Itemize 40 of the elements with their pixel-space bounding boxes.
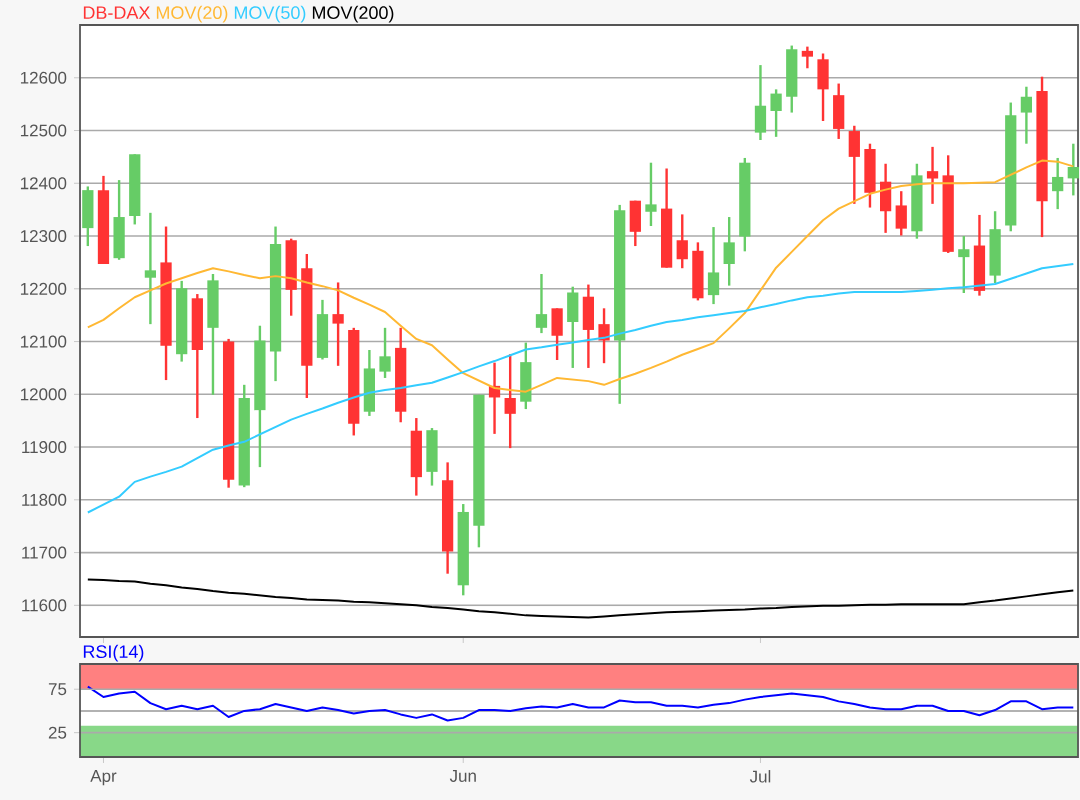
candlestick [1067, 142, 1079, 197]
candlestick [707, 225, 720, 306]
x-tick-label: Jun [449, 770, 476, 782]
y-tick-label: 12100 [20, 335, 67, 348]
y-tick-label: 11800 [22, 493, 67, 506]
candlestick [676, 213, 688, 270]
y-tick-label: 12500 [20, 124, 67, 137]
candlestick [1020, 85, 1033, 145]
candlestick [1052, 156, 1064, 211]
y-tick-label: 12400 [20, 177, 67, 190]
candlestick [535, 272, 548, 335]
text: MOV(20) [156, 5, 228, 23]
y-tick-label: 12000 [20, 388, 67, 401]
text: DB-DAX [83, 6, 151, 19]
candlestick [801, 45, 814, 70]
candlestick [723, 215, 735, 287]
candlestick [379, 326, 391, 380]
line-series [86, 685, 1075, 722]
y-tick-label: 75 [48, 683, 67, 696]
candlestick [895, 189, 907, 237]
y-tick-label: 11700 [22, 546, 67, 559]
y-tick-label: 12600 [20, 71, 67, 84]
candlestick [332, 281, 344, 368]
candlestick [645, 161, 657, 228]
x-tick-label: Apr [90, 770, 117, 786]
y-tick-label: 11900 [22, 441, 67, 454]
series-label: RSI(14) [83, 644, 144, 662]
candlestick [926, 145, 939, 206]
y-tick-label: 12200 [20, 282, 67, 295]
x-tick-label: Jul [749, 770, 771, 783]
text: MOV(50) [234, 5, 306, 23]
y-tick-label: 25 [48, 726, 67, 739]
candlestick [504, 353, 516, 450]
y-tick-label: 12300 [20, 230, 67, 243]
candlestick [958, 234, 970, 295]
candlestick [598, 307, 610, 365]
candlestick [144, 211, 157, 326]
y-tick-label: 11600 [22, 599, 67, 612]
candlestick [770, 88, 782, 139]
text: MOV(200) [312, 5, 394, 23]
